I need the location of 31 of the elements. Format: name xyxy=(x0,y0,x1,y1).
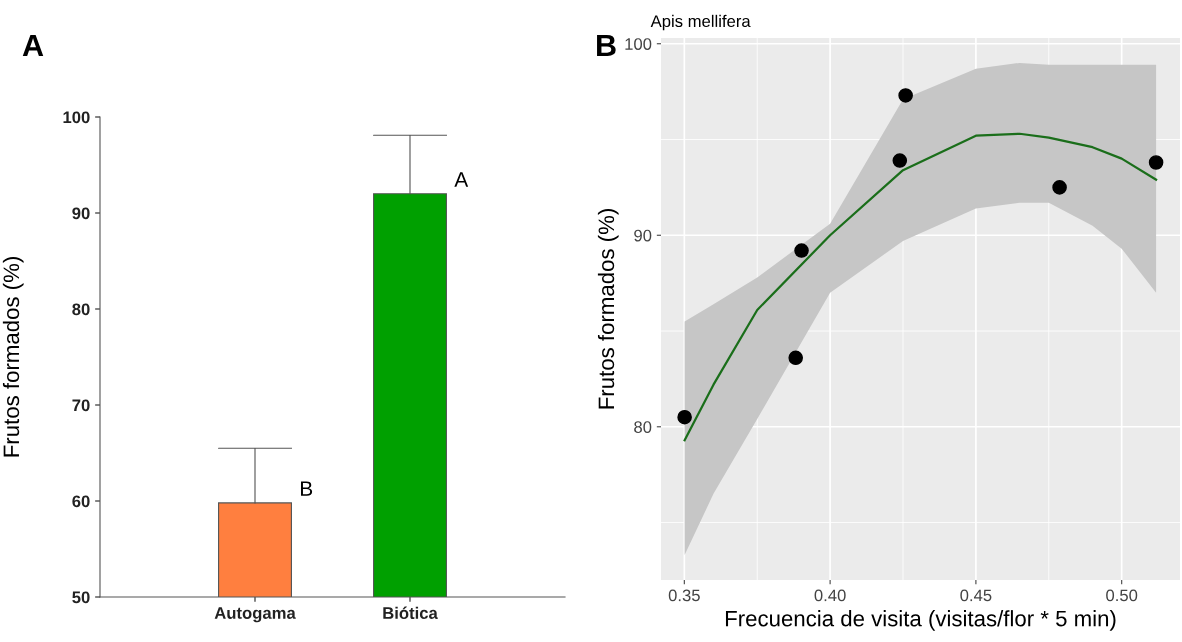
y-tick-label: 80 xyxy=(634,421,652,433)
annotation: A xyxy=(454,172,469,187)
y-tick-label: 100 xyxy=(625,38,652,50)
y-tick-label: 90 xyxy=(72,207,90,220)
line-series xyxy=(683,132,1158,442)
point xyxy=(898,88,913,103)
point xyxy=(1148,155,1164,170)
point xyxy=(1052,180,1067,195)
x-axis-title: Frecuencia de visita (visitas/flor * 5 min) xyxy=(725,610,1116,631)
x-tick-label: 0.40 xyxy=(814,589,846,602)
y-tick-label: 70 xyxy=(72,399,90,412)
chart-title: Apis mellifera xyxy=(650,14,751,31)
y-tick-label: 50 xyxy=(72,591,90,604)
y-tick-label: 60 xyxy=(72,495,90,508)
annotation: B xyxy=(301,481,313,496)
point xyxy=(677,409,692,425)
y-tick-label: 90 xyxy=(634,229,652,242)
y-tick-label: 100 xyxy=(63,111,90,124)
point xyxy=(794,243,809,258)
text: A xyxy=(22,34,44,56)
text: B xyxy=(597,34,616,56)
y-tick-label: 80 xyxy=(72,303,90,316)
point xyxy=(892,153,908,168)
x-tick-label: Biótica xyxy=(383,606,438,619)
x-tick-label: 0.50 xyxy=(1106,589,1138,602)
point xyxy=(788,350,803,366)
x-tick-label: Autogama xyxy=(214,607,296,623)
y-axis-title: Frutos formados (%) xyxy=(2,257,24,457)
y-axis-title: Frutos formados (%) xyxy=(597,209,619,409)
x-tick-label: 0.35 xyxy=(668,589,700,602)
x-tick-label: 0.45 xyxy=(960,589,992,602)
